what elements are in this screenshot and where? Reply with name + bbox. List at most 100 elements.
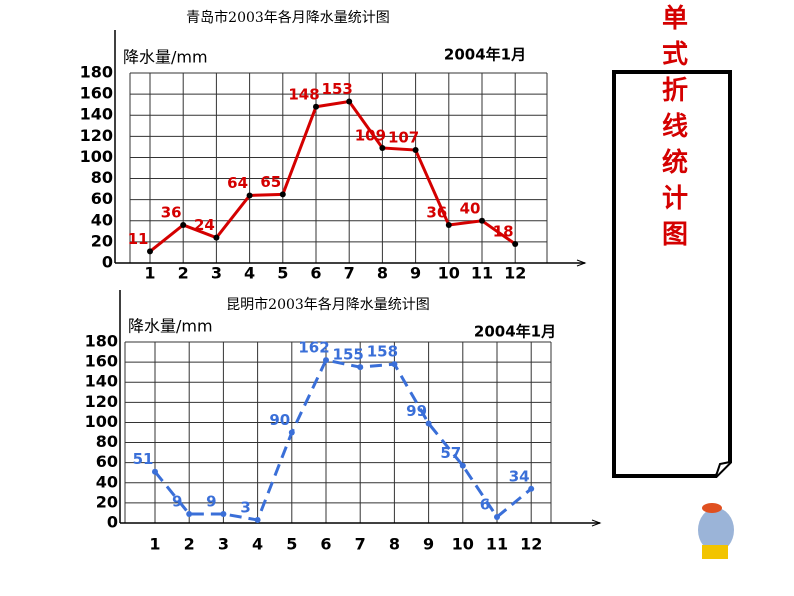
y-tick-label: 100 [85,412,118,431]
x-tick-label: 8 [389,535,400,554]
data-point [479,217,485,224]
x-axis-arrow [576,259,587,267]
data-point [412,147,419,154]
data-point [152,468,158,475]
data-label: 107 [388,129,419,147]
y-tick-label: 60 [96,452,118,471]
data-point [346,98,353,105]
data-label: 3 [240,498,250,516]
y-tick-label: 40 [91,210,113,229]
x-tick-label: 4 [252,535,263,554]
x-tick-label: 2 [184,535,195,554]
x-tick-label: 7 [344,264,355,283]
data-point [459,462,466,469]
data-label: 18 [493,223,514,241]
data-point [391,361,398,368]
data-label: 57 [440,444,461,462]
data-label: 65 [260,173,281,191]
cat-head [698,508,734,552]
data-point [213,234,220,241]
page-curl [715,461,731,477]
y-tick-label: 40 [96,472,118,491]
data-label: 90 [269,411,290,429]
data-label: 109 [355,126,386,144]
data-point [357,364,364,371]
x-tick-label: 6 [310,264,321,283]
y-tick-label: 160 [80,84,113,103]
y-tick-label: 20 [96,492,118,511]
x-tick-label: 12 [520,535,542,554]
data-label: 155 [333,346,364,364]
cat-body [702,545,728,559]
x-tick-label: 11 [471,264,493,283]
x-tick-label: 8 [377,264,388,283]
data-point [180,222,187,228]
x-tick-label: 3 [218,535,229,554]
data-label: 34 [509,467,530,485]
data-line [153,358,533,522]
x-tick-label: 10 [452,535,474,554]
x-tick-label: 9 [410,264,421,283]
x-tick-label: 3 [211,264,222,283]
x-tick-label: 5 [286,535,297,554]
y-tick-label: 140 [85,372,118,391]
data-point [186,510,193,517]
y-tick-label: 180 [80,63,113,82]
data-point [254,516,261,523]
data-label: 9 [206,492,216,510]
y-tick-label: 0 [107,513,118,532]
x-tick-label: 12 [504,264,526,283]
y-tick-label: 120 [80,126,113,145]
data-label: 9 [172,492,182,510]
y-tick-label: 60 [91,189,113,208]
y-tick-label: 20 [91,231,113,250]
y-tick-label: 100 [80,147,113,166]
y-tick-label: 160 [85,352,118,371]
x-tick-label: 1 [144,264,155,283]
data-point [279,191,286,198]
y-tick-label: 80 [96,432,118,451]
x-tick-label: 1 [149,535,160,554]
data-point [379,144,386,151]
data-label: 153 [322,80,353,98]
data-point [512,241,519,247]
x-tick-label: 11 [486,535,508,554]
y-tick-label: 0 [102,253,113,272]
data-label: 148 [288,85,319,103]
data-label: 11 [128,230,149,248]
x-tick-label: 7 [355,535,366,554]
data-point [220,510,227,517]
data-point [288,429,295,436]
cartoon-cat [698,503,734,559]
data-label: 24 [194,216,215,234]
y-tick-label: 80 [91,168,113,187]
y-axis-label: 降水量/mm [123,48,208,67]
data-label: 6 [480,495,490,513]
x-tick-label: 4 [244,264,255,283]
data-point [494,513,500,520]
chart-title: 昆明市2003年各月降水量统计图 [226,296,430,313]
y-tick-label: 180 [85,332,118,351]
chart-title: 青岛市2003年各月降水量统计图 [186,9,390,26]
side-label: 单式折线统计图 [658,4,688,256]
data-label: 36 [161,204,182,222]
x-tick-label: 6 [320,535,331,554]
data-label: 99 [406,402,427,420]
x-axis-arrow [591,519,602,527]
data-point [425,420,432,427]
y-tick-label: 140 [80,105,113,124]
y-tick-label: 120 [85,392,118,411]
data-point [246,192,253,199]
y-axis-label: 降水量/mm [128,317,213,336]
data-label: 162 [298,339,329,357]
annotation: 2004年1月 [444,46,526,64]
data-point [528,485,535,492]
data-label: 36 [426,204,447,222]
data-point [147,248,153,255]
data-label: 158 [367,343,398,361]
x-tick-label: 10 [438,264,460,283]
x-tick-label: 9 [423,535,434,554]
data-label: 40 [460,199,481,217]
data-label: 51 [133,450,154,468]
